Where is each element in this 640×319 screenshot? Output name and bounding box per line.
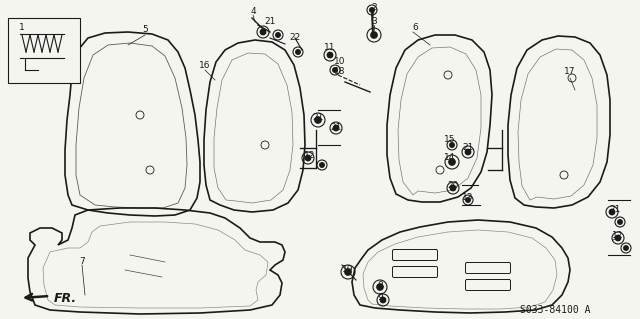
Text: 21: 21 bbox=[330, 123, 342, 132]
Circle shape bbox=[333, 125, 339, 131]
Text: 11: 11 bbox=[324, 43, 336, 53]
Text: 21: 21 bbox=[609, 205, 621, 214]
Text: 2: 2 bbox=[371, 4, 377, 12]
Circle shape bbox=[624, 246, 628, 250]
Text: 21: 21 bbox=[264, 18, 276, 26]
Text: FR.: FR. bbox=[54, 292, 77, 305]
Text: 15: 15 bbox=[444, 136, 456, 145]
Circle shape bbox=[315, 117, 321, 123]
Circle shape bbox=[333, 68, 337, 72]
Text: 8: 8 bbox=[377, 280, 383, 290]
Circle shape bbox=[450, 143, 454, 147]
Text: 16: 16 bbox=[199, 61, 211, 70]
Text: 14: 14 bbox=[444, 153, 456, 162]
Text: 19: 19 bbox=[342, 265, 354, 275]
Circle shape bbox=[276, 33, 280, 37]
Text: 20: 20 bbox=[447, 181, 459, 189]
Circle shape bbox=[296, 50, 300, 54]
Circle shape bbox=[609, 209, 614, 215]
Text: 6: 6 bbox=[412, 24, 418, 33]
Circle shape bbox=[615, 235, 621, 241]
Circle shape bbox=[451, 185, 456, 191]
Text: 13: 13 bbox=[462, 194, 474, 203]
Circle shape bbox=[465, 149, 470, 155]
Text: 22: 22 bbox=[289, 33, 301, 42]
Text: 12: 12 bbox=[612, 231, 624, 240]
Circle shape bbox=[320, 163, 324, 167]
Circle shape bbox=[305, 155, 310, 161]
Text: 7: 7 bbox=[79, 257, 85, 266]
Circle shape bbox=[377, 284, 383, 290]
Circle shape bbox=[371, 32, 377, 38]
Text: 21: 21 bbox=[312, 114, 324, 122]
Circle shape bbox=[618, 220, 622, 224]
Text: 21: 21 bbox=[462, 144, 474, 152]
Text: 5: 5 bbox=[142, 26, 148, 34]
Circle shape bbox=[370, 8, 374, 12]
Circle shape bbox=[380, 297, 386, 303]
Circle shape bbox=[449, 159, 455, 165]
Text: 18: 18 bbox=[334, 68, 346, 77]
Text: 17: 17 bbox=[564, 68, 576, 77]
Circle shape bbox=[345, 269, 351, 275]
Circle shape bbox=[466, 198, 470, 202]
Text: 1: 1 bbox=[19, 24, 25, 33]
Text: S033-84100 A: S033-84100 A bbox=[520, 305, 590, 315]
Text: 9: 9 bbox=[377, 293, 383, 302]
Text: 4: 4 bbox=[250, 8, 256, 17]
Text: 12: 12 bbox=[304, 151, 316, 160]
Bar bbox=[8, 18, 80, 83]
Text: 10: 10 bbox=[334, 57, 346, 66]
Circle shape bbox=[260, 29, 266, 35]
Circle shape bbox=[327, 52, 333, 58]
Text: 3: 3 bbox=[371, 18, 377, 26]
